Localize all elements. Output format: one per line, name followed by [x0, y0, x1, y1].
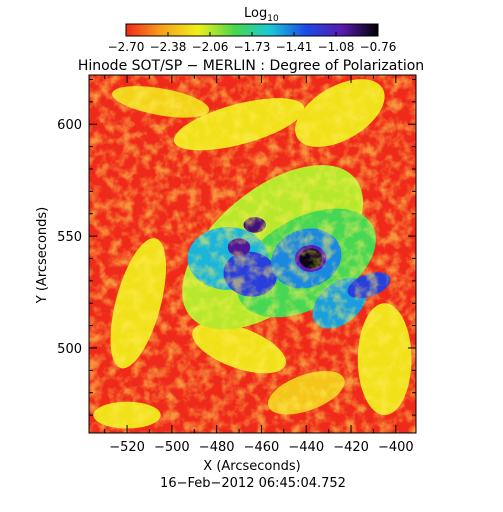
- x-tick-label: −440: [288, 440, 324, 455]
- colorbar-tick-label: −1.73: [234, 40, 271, 54]
- colorbar-tick-label: −2.70: [108, 40, 145, 54]
- colorbar-tick-label: −2.06: [192, 40, 229, 54]
- colorbar-ticks: −2.70 −2.38 −2.06 −1.73 −1.41 −1.08 −0.76: [108, 32, 397, 54]
- x-tick-label: −400: [378, 440, 414, 455]
- x-tick-label: −480: [199, 440, 235, 455]
- timestamp: 16−Feb−2012 06:45:04.752: [160, 476, 346, 491]
- y-axis-label: Y (Arcseconds): [35, 207, 50, 304]
- chart-title: Hinode SOT/SP − MERLIN : Degree of Polar…: [78, 58, 424, 74]
- y-tick-label: 550: [57, 230, 82, 245]
- colorbar-label-sub: 10: [267, 14, 279, 24]
- colorbar-tick-label: −1.08: [318, 40, 355, 54]
- x-tick-label: −460: [244, 440, 280, 455]
- axes: −520 −500 −480 −460 −440 −420 −400 500 550 600: [57, 75, 416, 455]
- map-texture: [89, 75, 416, 433]
- polarization-map: [89, 75, 416, 433]
- y-tick-label: 600: [57, 118, 82, 133]
- colorbar-label-main: Log: [244, 6, 267, 21]
- x-tick-label: −420: [333, 440, 369, 455]
- y-tick-label: 500: [57, 342, 82, 357]
- x-tick-label: −500: [154, 440, 190, 455]
- x-tick-label: −520: [109, 440, 145, 455]
- plot-frame: [88, 74, 417, 434]
- colorbar-tick-label: −2.38: [150, 40, 187, 54]
- colorbar-tick-label: −0.76: [360, 40, 397, 54]
- colorbar-tick-label: −1.41: [276, 40, 313, 54]
- colorbar-label: Log10: [244, 6, 279, 24]
- x-axis-label: X (Arcseconds): [203, 459, 300, 474]
